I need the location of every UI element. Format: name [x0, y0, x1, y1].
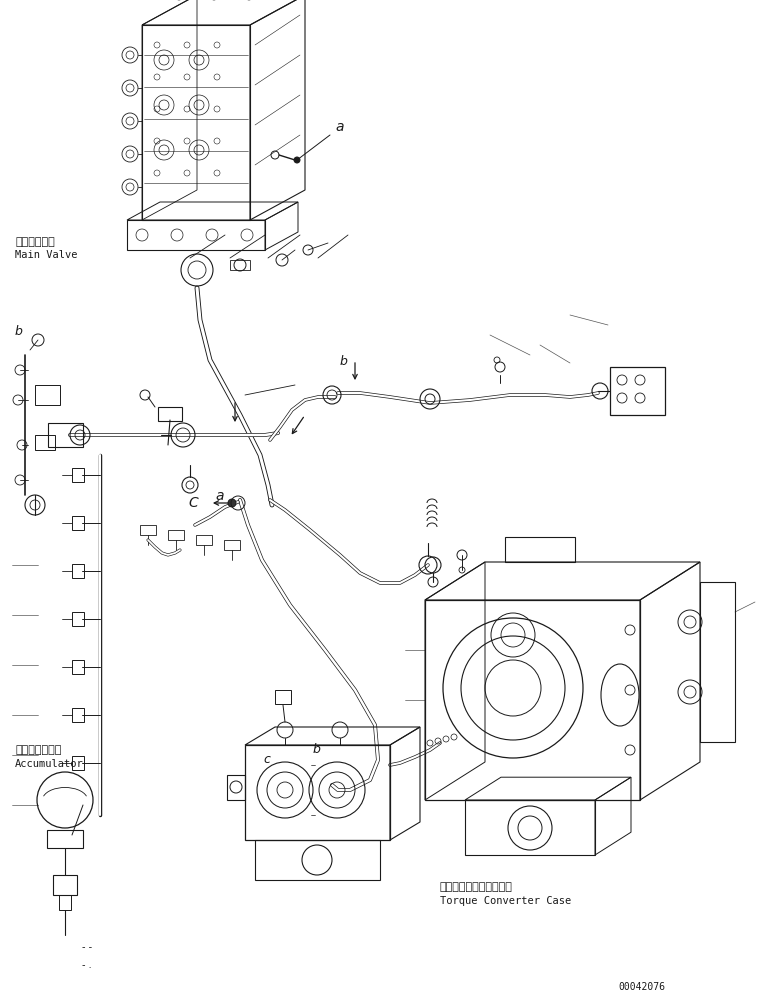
Bar — [72, 516, 84, 530]
Bar — [72, 756, 84, 770]
Bar — [196, 535, 212, 545]
Bar — [72, 612, 84, 626]
Text: b: b — [313, 743, 321, 756]
Text: b: b — [15, 325, 23, 338]
Text: Main Valve: Main Valve — [15, 250, 77, 260]
Bar — [72, 660, 84, 674]
Circle shape — [228, 499, 236, 507]
Text: 00042076: 00042076 — [618, 982, 665, 992]
Circle shape — [294, 157, 300, 163]
Text: Accumulator: Accumulator — [15, 759, 83, 769]
Bar — [48, 423, 83, 447]
Bar — [35, 385, 60, 405]
Text: - .: - . — [82, 960, 92, 970]
Text: Torque Converter Case: Torque Converter Case — [440, 896, 572, 906]
Bar — [72, 468, 84, 482]
Bar — [168, 530, 184, 540]
Bar — [224, 540, 240, 550]
Bar — [140, 525, 156, 535]
Text: トルクコンバータケース: トルクコンバータケース — [440, 882, 513, 892]
Text: - -: - - — [82, 942, 92, 952]
Bar — [227, 775, 245, 800]
Bar — [275, 690, 291, 704]
Bar — [610, 367, 665, 415]
Text: b: b — [340, 355, 348, 368]
Bar — [35, 435, 55, 450]
Text: a: a — [335, 120, 343, 134]
Bar — [59, 895, 71, 910]
Bar — [158, 407, 182, 421]
Bar — [230, 260, 250, 270]
Bar — [53, 875, 77, 895]
Bar — [72, 708, 84, 722]
Text: c: c — [263, 753, 270, 766]
Text: メインバルブ: メインバルブ — [15, 237, 55, 247]
Text: アキュムレータ: アキュムレータ — [15, 745, 61, 755]
Bar — [47, 830, 83, 848]
Text: C: C — [188, 496, 198, 510]
Bar — [72, 564, 84, 578]
Text: a: a — [215, 489, 224, 503]
